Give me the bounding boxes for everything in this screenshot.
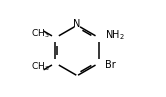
Text: Br: Br — [105, 60, 116, 71]
Text: NH$_2$: NH$_2$ — [105, 28, 125, 42]
Text: CH$_3$: CH$_3$ — [31, 61, 49, 73]
Text: N: N — [74, 19, 81, 29]
Text: CH$_3$: CH$_3$ — [31, 28, 49, 40]
